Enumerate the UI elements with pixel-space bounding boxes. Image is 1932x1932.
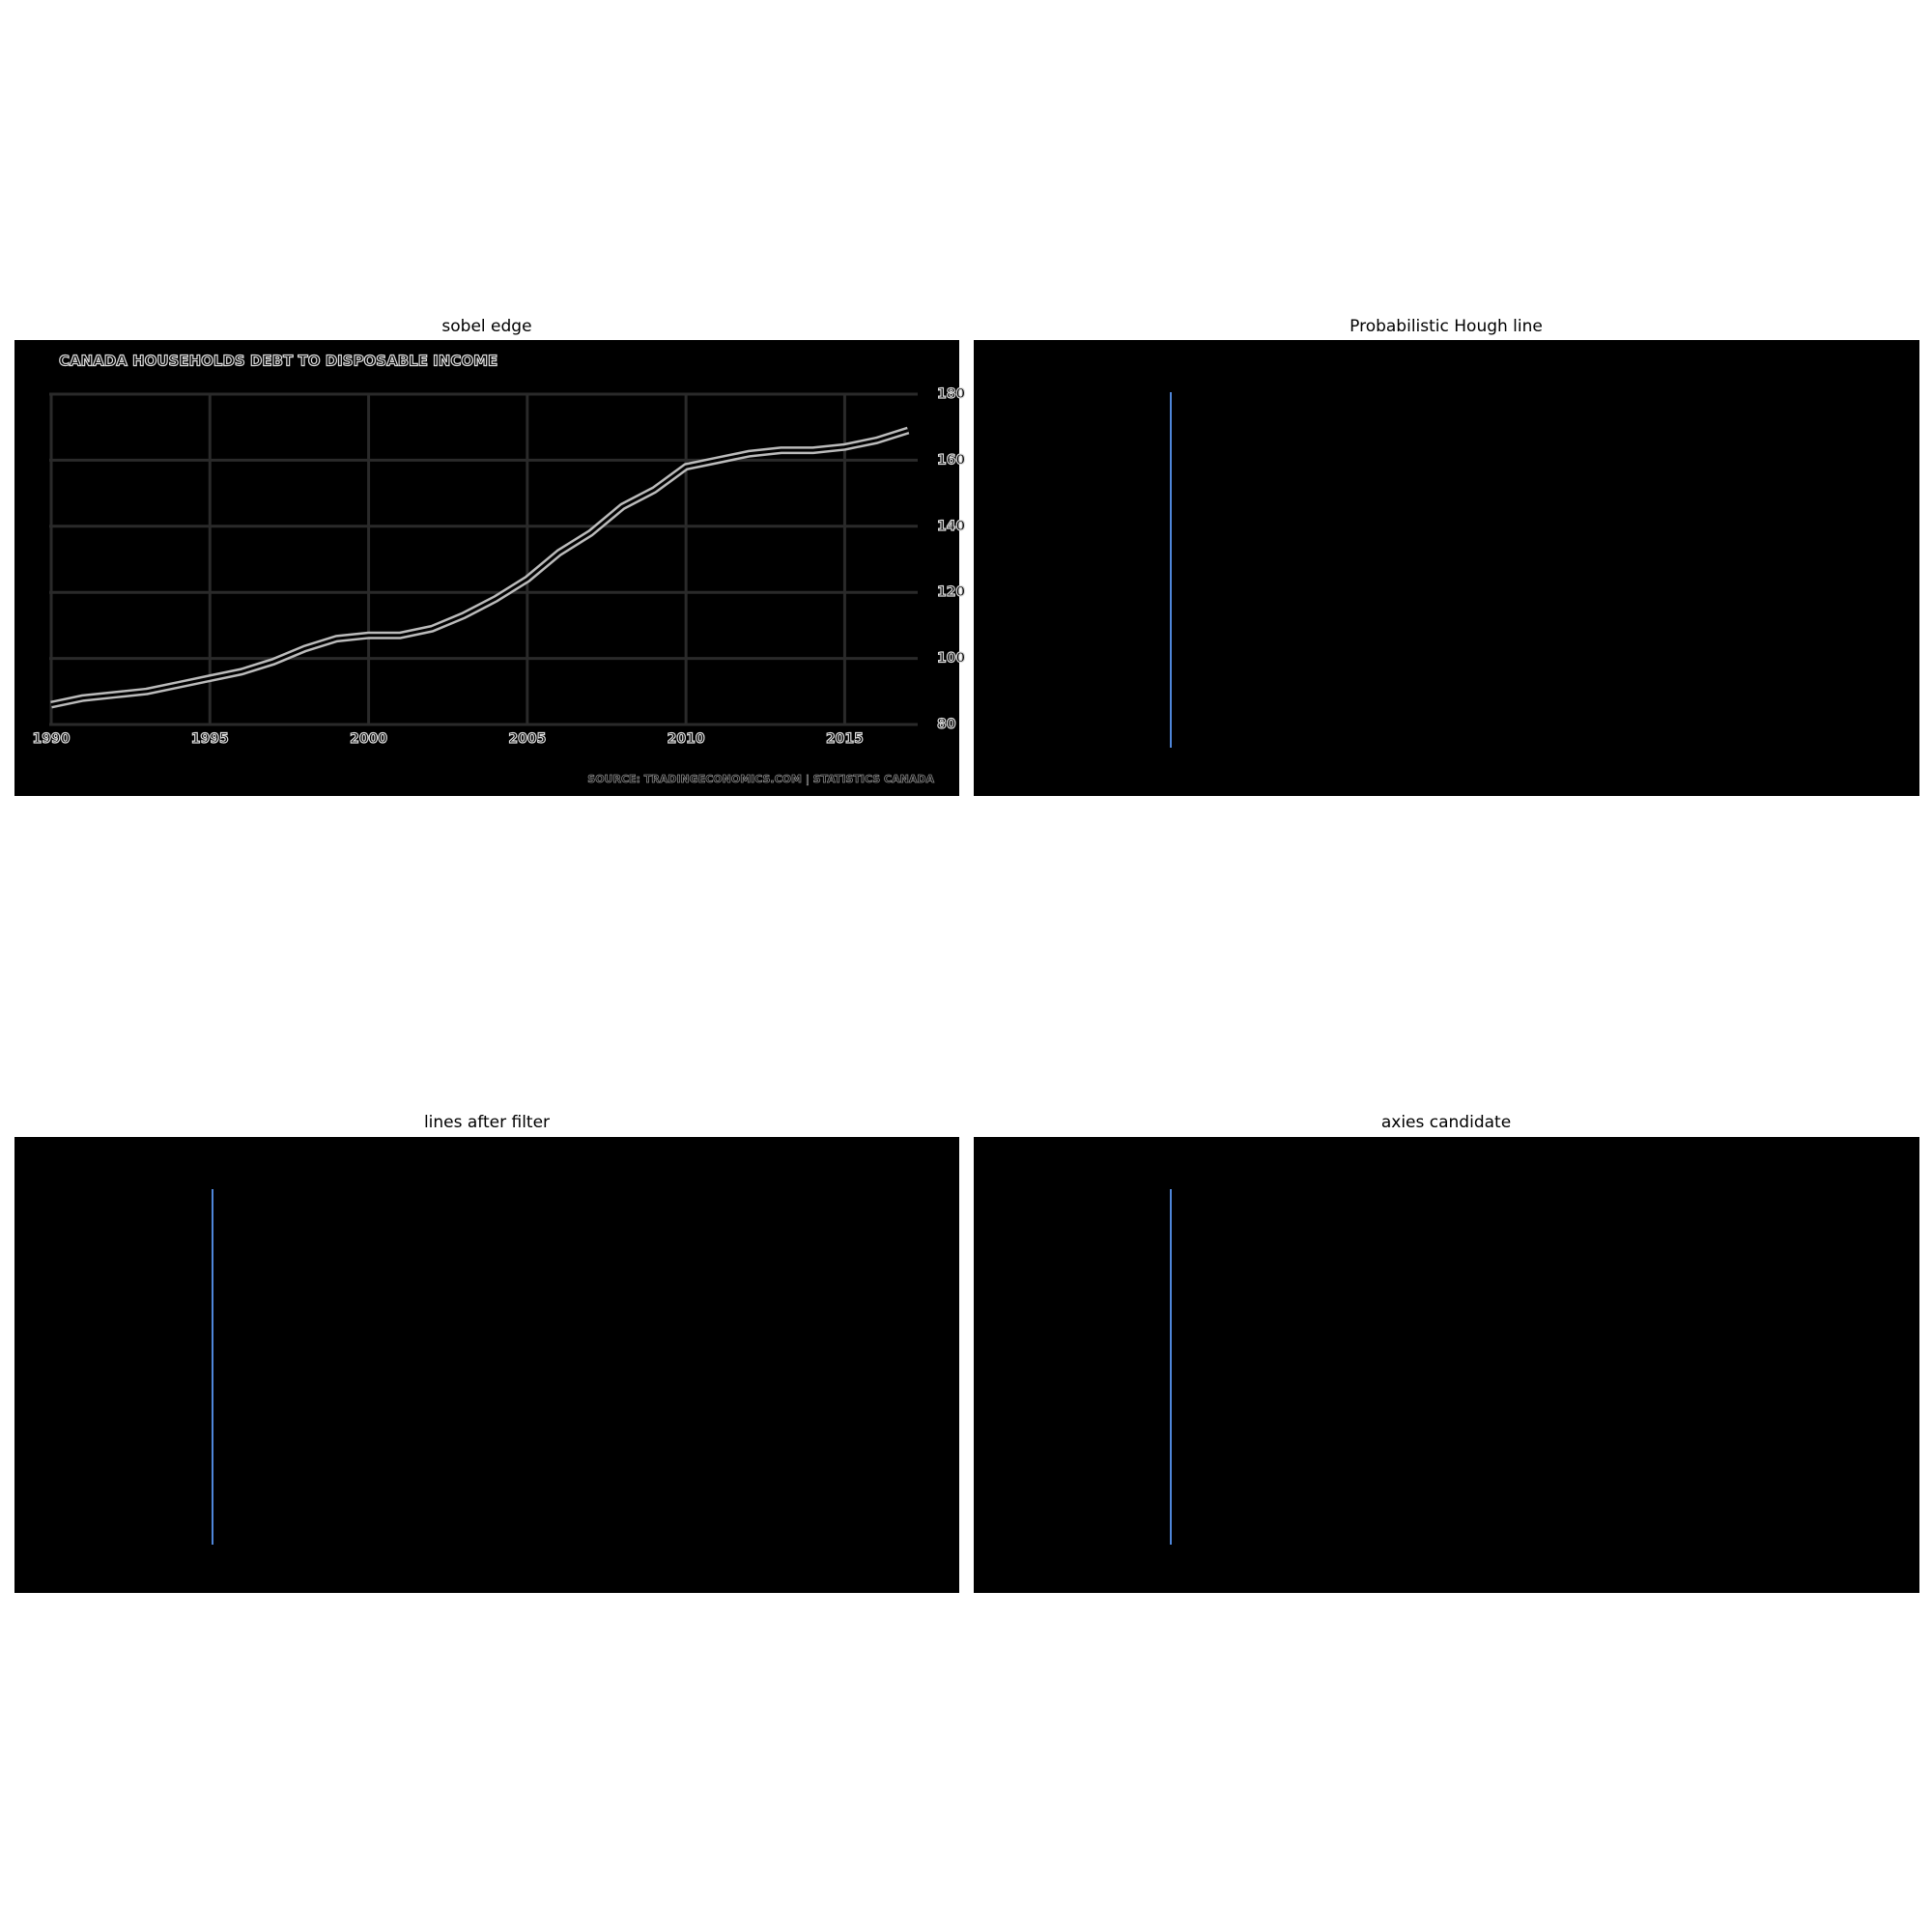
- x-tick-label: 2005: [508, 731, 546, 747]
- panel: [14, 1137, 959, 1593]
- x-tick-label: 1990: [33, 731, 71, 747]
- panel: CANADA HOUSEHOLDS DEBT TO DISPOSABLE INC…: [14, 340, 966, 796]
- x-tick-label: 1995: [191, 731, 229, 747]
- x-tick-label: 2010: [668, 731, 705, 747]
- panel: [974, 1137, 1919, 1593]
- panel-title: lines after filter: [424, 1113, 550, 1132]
- panel-title: axies candidate: [1381, 1113, 1511, 1132]
- y-tick-label: 100: [937, 651, 965, 667]
- x-tick-label: 2000: [350, 731, 387, 747]
- panel-title: Probabilistic Hough line: [1350, 317, 1543, 336]
- image: [14, 1137, 959, 1593]
- y-tick-label: 140: [937, 519, 965, 534]
- image: [974, 340, 1919, 796]
- y-tick-label: 120: [937, 584, 965, 600]
- series-line-core: [50, 429, 909, 706]
- panel-title: sobel edge: [441, 317, 531, 336]
- chart-title: CANADA HOUSEHOLDS DEBT TO DISPOSABLE INC…: [59, 353, 497, 370]
- edge-image-chart: CANADA HOUSEHOLDS DEBT TO DISPOSABLE INC…: [32, 352, 966, 786]
- y-tick-label: 160: [937, 452, 965, 468]
- panel: [974, 340, 1919, 796]
- image: [14, 340, 959, 796]
- source: SOURCE: TRADINGECONOMICS.COM | STATISTIC…: [587, 773, 934, 785]
- y-tick-label: 180: [937, 386, 965, 402]
- y-tick-label: 80: [937, 717, 956, 732]
- image: [974, 1137, 1919, 1593]
- x-tick-label: 2015: [826, 731, 864, 747]
